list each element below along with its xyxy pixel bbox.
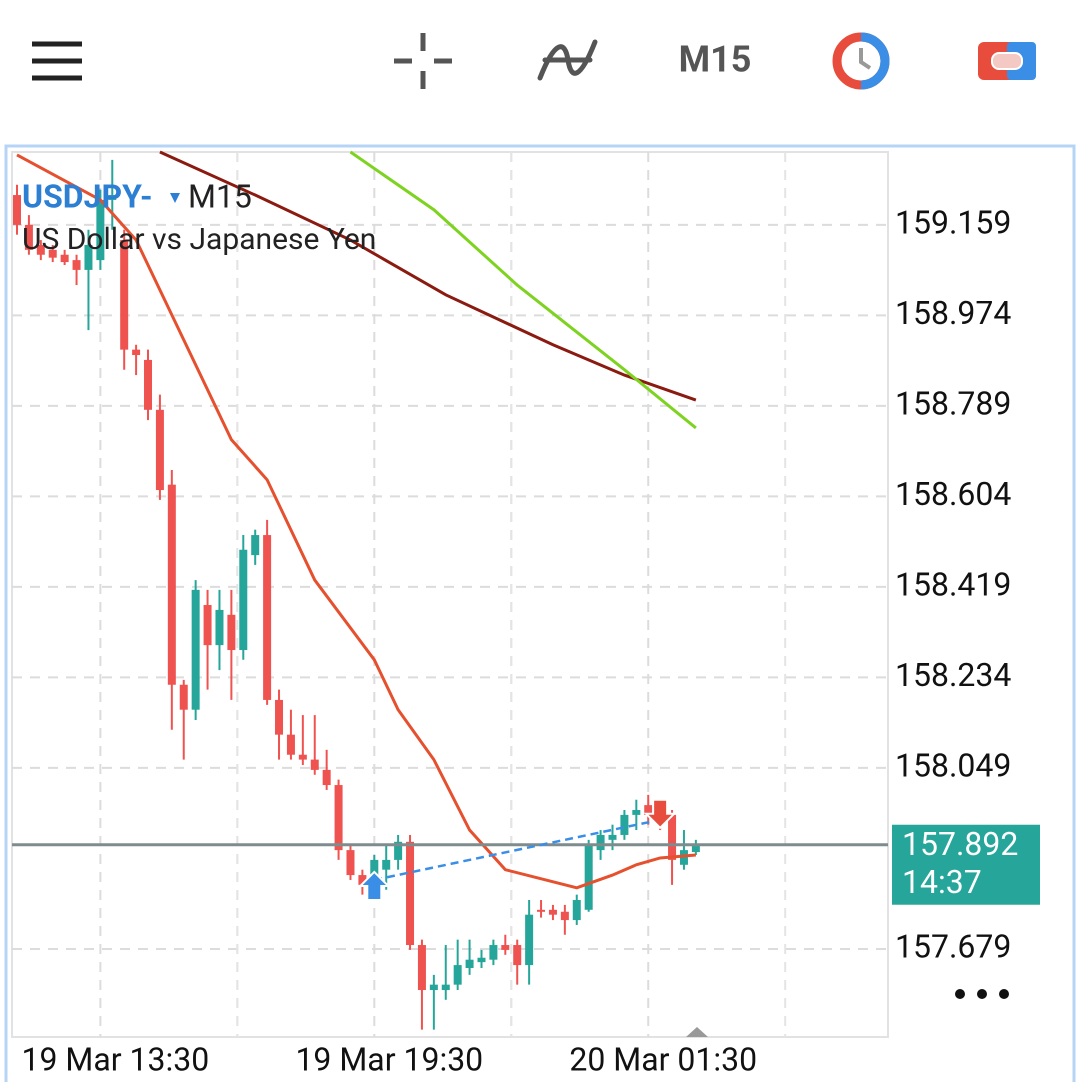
candle-body bbox=[24, 224, 33, 250]
candle-body bbox=[691, 844, 700, 853]
axes: 159.159 158.974 158.789 158.604 158.419 158.2… bbox=[22, 203, 1040, 1078]
candle-body bbox=[60, 254, 69, 263]
candle-body bbox=[286, 734, 295, 755]
timeframe-label: M15 bbox=[188, 177, 252, 215]
candle-body bbox=[155, 409, 164, 491]
candle-body bbox=[203, 605, 212, 646]
current-price-label: 157.892 bbox=[902, 825, 1018, 863]
plot-area bbox=[11, 151, 889, 1038]
candle-body bbox=[322, 769, 331, 786]
candle-body bbox=[465, 959, 474, 969]
candle-body bbox=[310, 759, 319, 770]
candle-body bbox=[608, 834, 617, 840]
x-tick-label: 19 Mar 13:30 bbox=[22, 1040, 210, 1078]
moving-average bbox=[349, 150, 697, 430]
menu-button[interactable] bbox=[32, 41, 82, 81]
candle-body bbox=[513, 945, 522, 966]
candle-body bbox=[72, 260, 81, 270]
sell-marker bbox=[643, 798, 677, 830]
y-tick-label: 158.604 bbox=[895, 475, 1011, 513]
candle-body bbox=[13, 195, 21, 225]
symbol-dropdown[interactable] bbox=[170, 193, 180, 203]
candle-body bbox=[84, 244, 93, 270]
countdown-label: 14:37 bbox=[902, 863, 982, 901]
candle-body bbox=[358, 875, 367, 885]
candle-body bbox=[572, 900, 581, 921]
candle-body bbox=[417, 945, 426, 991]
moving-average bbox=[159, 150, 697, 402]
y-tick-label: 158.419 bbox=[895, 565, 1011, 603]
candle-body bbox=[584, 844, 593, 910]
buy-marker bbox=[357, 870, 391, 901]
candle-body bbox=[489, 945, 498, 960]
candle-body bbox=[560, 911, 569, 921]
timeframe-button[interactable]: M15 bbox=[679, 39, 752, 81]
candle-body bbox=[644, 805, 653, 815]
history-button[interactable] bbox=[832, 32, 890, 90]
candle-body bbox=[215, 609, 224, 646]
symbol-description: US Dollar vs Japanese Yen bbox=[22, 222, 376, 257]
candle-body bbox=[501, 945, 510, 950]
candle-body bbox=[429, 984, 438, 991]
y-tick-label: 158.974 bbox=[895, 294, 1011, 332]
candle-body bbox=[537, 909, 546, 912]
candle-body bbox=[108, 195, 117, 200]
candle-body bbox=[453, 965, 462, 985]
candle-body bbox=[275, 699, 284, 735]
candle-body bbox=[298, 754, 307, 760]
x-tick-label: 20 Mar 01:30 bbox=[569, 1040, 757, 1078]
candle-body bbox=[263, 535, 272, 700]
candle-body bbox=[96, 199, 105, 261]
candle-body bbox=[239, 549, 248, 651]
candle-body bbox=[525, 914, 534, 966]
candle-body bbox=[632, 810, 641, 815]
y-tick-label: 157.679 bbox=[895, 927, 1011, 965]
candle-body bbox=[36, 244, 45, 255]
candle-body bbox=[48, 249, 57, 258]
candle-body bbox=[548, 909, 557, 915]
candle-body bbox=[620, 814, 629, 835]
y-tick-label: 158.789 bbox=[895, 384, 1011, 422]
moving-average bbox=[16, 153, 696, 890]
candle-body bbox=[144, 359, 153, 410]
y-tick-label: 159.159 bbox=[895, 203, 1011, 241]
candle-body bbox=[334, 785, 343, 851]
candle-body bbox=[394, 841, 403, 860]
candle-body bbox=[668, 814, 677, 860]
candle-body bbox=[120, 240, 129, 350]
candle-body bbox=[132, 349, 141, 356]
trade-button[interactable] bbox=[978, 42, 1036, 80]
y-tick-label: 158.234 bbox=[895, 656, 1011, 694]
candle-body bbox=[406, 841, 415, 946]
symbol-label[interactable]: USDJPY- bbox=[22, 177, 153, 215]
candle-body bbox=[191, 589, 200, 710]
plot bbox=[12, 150, 888, 1030]
trade-line bbox=[374, 818, 661, 882]
candle-body bbox=[179, 684, 188, 710]
candle-body bbox=[346, 850, 355, 876]
candle-body bbox=[251, 535, 260, 556]
crosshair-button[interactable] bbox=[394, 33, 452, 89]
indicators-button[interactable] bbox=[537, 39, 598, 81]
candle-body bbox=[167, 484, 176, 685]
candle-body bbox=[382, 859, 391, 870]
x-tick-label: 19 Mar 19:30 bbox=[295, 1040, 483, 1078]
candle-body bbox=[477, 957, 486, 963]
price-box bbox=[892, 824, 1040, 905]
more-button[interactable] bbox=[955, 989, 1009, 999]
y-tick-label: 158.049 bbox=[895, 746, 1011, 784]
candle-body bbox=[441, 984, 450, 991]
candle-body bbox=[596, 834, 605, 851]
candle-body bbox=[227, 614, 236, 651]
scroll-marker bbox=[686, 1027, 708, 1037]
